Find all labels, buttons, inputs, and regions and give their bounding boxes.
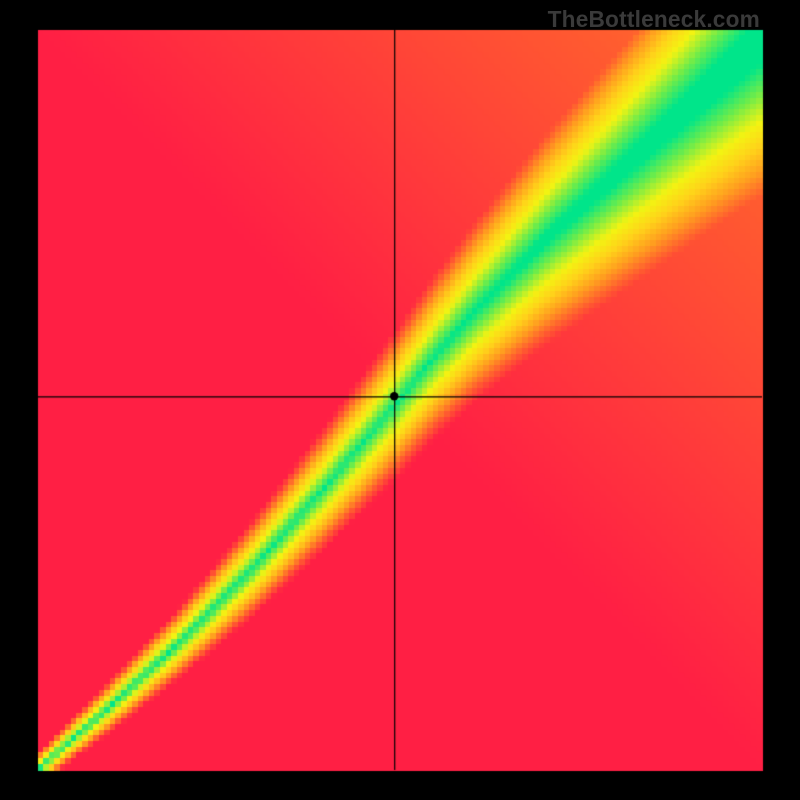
chart-container: TheBottleneck.com [0, 0, 800, 800]
watermark-text: TheBottleneck.com [548, 6, 760, 33]
bottleneck-heatmap [0, 0, 800, 800]
